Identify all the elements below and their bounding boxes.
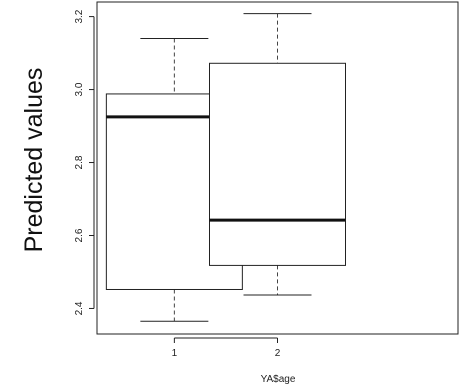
box-2 <box>209 13 346 296</box>
x-axis-title: YA$age <box>261 374 296 385</box>
y-tick-label: 2.6 <box>74 228 85 242</box>
plot-frame <box>96 1 459 335</box>
box-series <box>105 13 346 322</box>
y-tick-label: 2.8 <box>74 155 85 169</box>
box-iqr <box>209 62 346 266</box>
y-tick-label: 3.2 <box>74 9 85 23</box>
x-tick-label: 2 <box>275 348 281 359</box>
y-axis-title: Predicted values <box>20 68 48 253</box>
y-tick-label: 3.0 <box>74 82 85 96</box>
x-tick-label: 1 <box>172 348 178 359</box>
y-axis: 2.4 2.6 2.8 3.0 3.2 <box>74 9 95 315</box>
y-tick-label: 2.4 <box>74 301 85 315</box>
